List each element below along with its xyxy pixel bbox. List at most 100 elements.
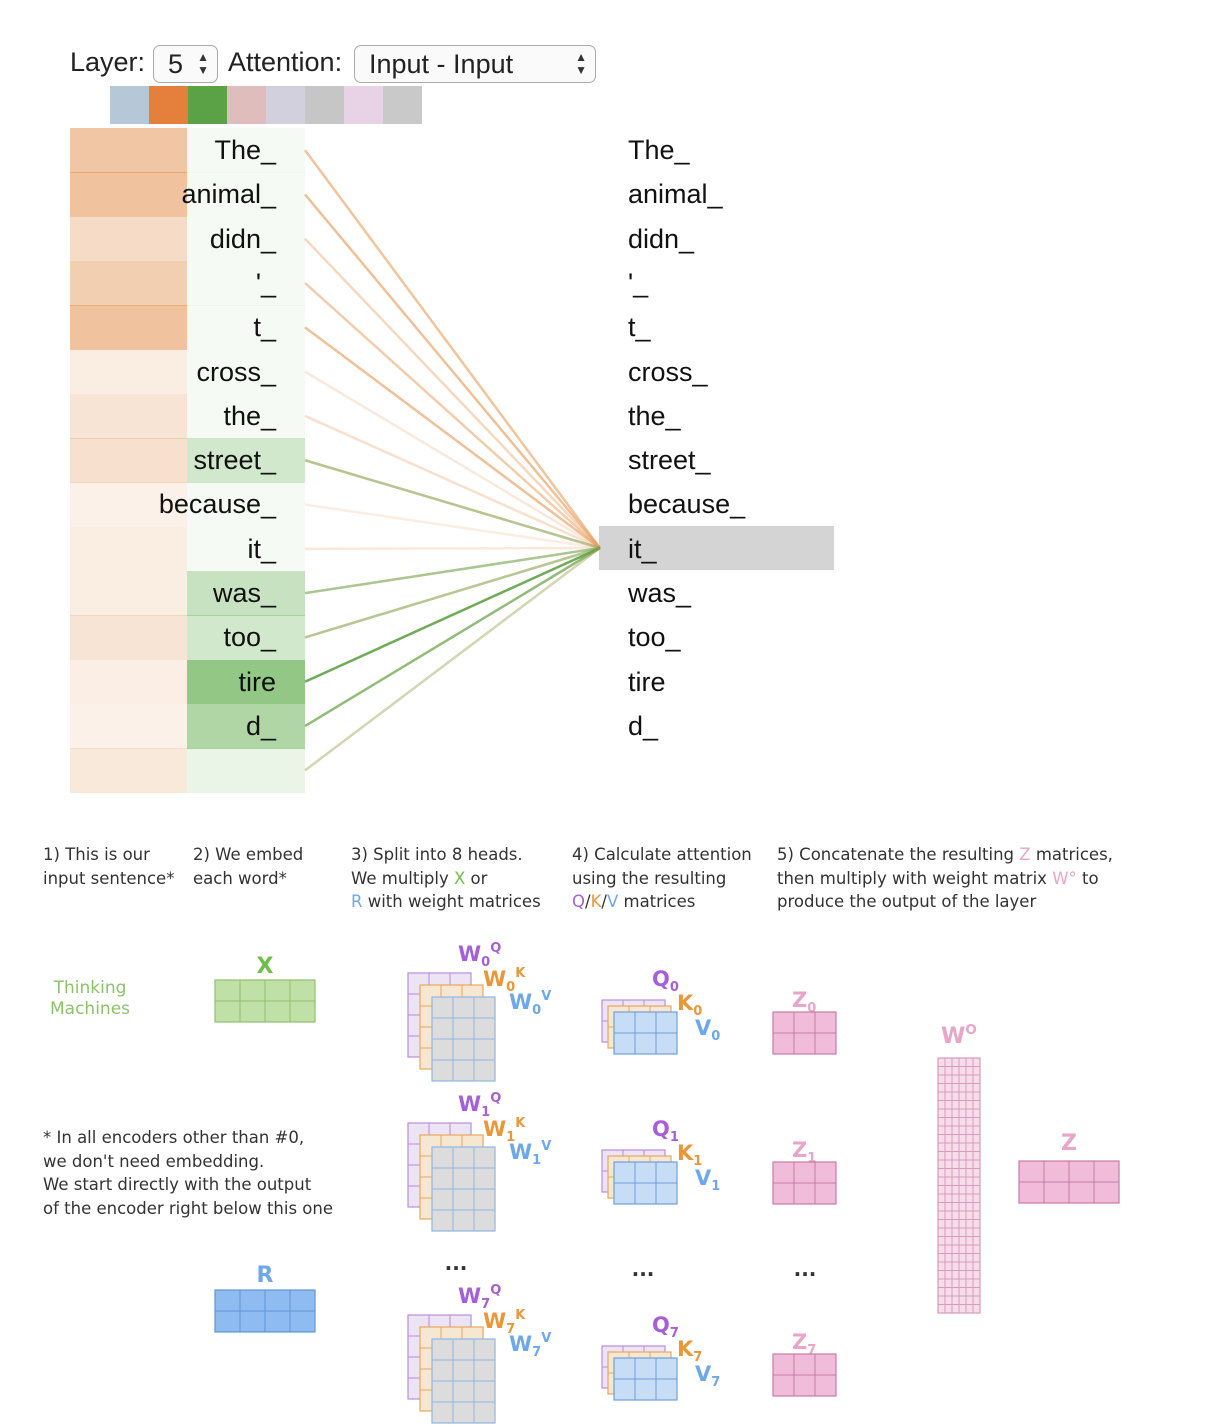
left-token[interactable]: it_ xyxy=(247,533,276,564)
left-token[interactable]: street_ xyxy=(193,445,276,476)
green-attention-bar xyxy=(187,305,305,350)
left-token[interactable]: t_ xyxy=(253,312,276,343)
left-token[interactable]: too_ xyxy=(223,622,276,653)
head-swatch-7[interactable] xyxy=(383,86,422,124)
head-swatch-6[interactable] xyxy=(344,86,383,124)
r-matrix-label: R xyxy=(257,1263,274,1288)
ellipsis: ... xyxy=(794,1257,817,1281)
wk-label-7: W7K xyxy=(483,1308,526,1337)
wv-matrix-1 xyxy=(431,1146,496,1232)
input-sentence: Thinking Machines xyxy=(50,978,131,1019)
z-matrix-7 xyxy=(772,1353,837,1397)
right-token[interactable]: '_ xyxy=(628,267,649,298)
select-arrows-icon: ▲ ▼ xyxy=(197,50,209,77)
attention-line-orange xyxy=(304,282,601,549)
left-token[interactable]: d_ xyxy=(245,710,276,741)
green-attention-bar xyxy=(187,128,305,173)
left-token[interactable]: animal_ xyxy=(181,179,276,210)
orange-attention-bar xyxy=(70,438,187,483)
select-arrows-icon: ▲ ▼ xyxy=(575,50,587,77)
orange-attention-bar xyxy=(70,615,187,661)
attention-select-value: Input - Input xyxy=(369,49,514,79)
k-label-1: K1 xyxy=(677,1141,702,1169)
ellipsis: ... xyxy=(445,1251,468,1275)
right-token[interactable]: tire xyxy=(628,666,666,697)
attention-line-green xyxy=(304,459,601,550)
z-output-matrix xyxy=(1018,1160,1120,1204)
left-token[interactable]: The_ xyxy=(214,135,276,165)
layer-select[interactable]: 5 ▲ ▼ xyxy=(153,45,218,83)
wo-matrix xyxy=(937,1057,981,1314)
wv-matrix-7 xyxy=(431,1338,496,1424)
k-label-0: K0 xyxy=(677,991,702,1019)
green-attention-bar xyxy=(187,349,305,395)
wv-label-7: W7V xyxy=(509,1331,552,1360)
right-token[interactable]: animal_ xyxy=(628,179,723,210)
head-swatch-3[interactable] xyxy=(227,86,266,124)
wq-label-0: W0Q xyxy=(458,941,501,970)
green-attention-bar xyxy=(187,703,305,749)
step-4-caption: 4) Calculate attention using the resultin… xyxy=(572,845,752,911)
orange-attention-bar xyxy=(70,703,187,749)
right-token[interactable]: d_ xyxy=(628,710,659,741)
step-5-caption: 5) Concatenate the resulting Z matrices,… xyxy=(777,845,1113,911)
head-swatch-0[interactable] xyxy=(110,86,149,124)
q-label-7: Q7 xyxy=(652,1313,679,1341)
wo-label: WO xyxy=(941,1022,977,1049)
right-token[interactable]: didn_ xyxy=(628,223,695,254)
z-matrix-0 xyxy=(772,1011,837,1055)
green-attention-bar xyxy=(187,216,305,262)
right-token[interactable]: The_ xyxy=(628,135,690,165)
left-token[interactable]: tire xyxy=(238,666,276,697)
left-token[interactable]: was_ xyxy=(212,578,276,608)
attention-select[interactable]: Input - Input ▲ ▼ xyxy=(354,45,596,83)
green-attention-bar xyxy=(187,260,305,306)
v-matrix-0 xyxy=(613,1011,678,1055)
v-matrix-7 xyxy=(613,1357,678,1401)
orange-attention-bar xyxy=(70,172,187,218)
z-label-0: Z0 xyxy=(792,988,816,1016)
attention-line-orange xyxy=(304,546,601,595)
green-attention-bar xyxy=(187,482,305,528)
attention-line-green xyxy=(304,546,601,683)
head-swatch-1[interactable] xyxy=(149,86,188,124)
attention-line-orange xyxy=(303,149,602,549)
left-token[interactable]: because_ xyxy=(158,489,276,520)
attention-line-orange xyxy=(304,414,601,550)
right-token-selected[interactable]: it_ xyxy=(628,533,657,564)
k-label-7: K7 xyxy=(677,1337,702,1365)
right-token[interactable]: was_ xyxy=(628,578,692,608)
green-attention-bar xyxy=(187,172,305,218)
green-attention-bar xyxy=(187,748,305,793)
left-token[interactable]: cross_ xyxy=(196,356,276,387)
head-swatch-4[interactable] xyxy=(266,86,305,124)
right-token[interactable]: the_ xyxy=(628,400,681,431)
wq-label-1: W1Q xyxy=(458,1091,501,1120)
right-token[interactable]: because_ xyxy=(628,489,746,520)
left-token[interactable]: '_ xyxy=(255,267,276,298)
orange-attention-bar xyxy=(70,482,187,528)
orange-attention-bar xyxy=(70,571,187,616)
attention-line-orange xyxy=(304,503,601,550)
attention-label: Attention: xyxy=(228,47,343,77)
right-token[interactable]: street_ xyxy=(628,445,711,476)
orange-attention-bar xyxy=(70,349,187,395)
green-attention-bar xyxy=(187,659,305,705)
step-2-caption: 2) We embed each word* xyxy=(193,845,304,888)
attention-line-green xyxy=(304,547,601,772)
left-token[interactable]: didn_ xyxy=(209,223,276,254)
head-swatch-2[interactable] xyxy=(188,86,227,124)
right-token[interactable]: cross_ xyxy=(628,356,708,387)
head-swatch-5[interactable] xyxy=(305,86,344,124)
orange-attention-bar xyxy=(70,659,187,705)
right-token[interactable]: too_ xyxy=(628,622,681,653)
v-matrix-1 xyxy=(613,1161,678,1205)
right-token[interactable]: t_ xyxy=(628,312,651,343)
layer-label: Layer: xyxy=(70,47,146,77)
left-token[interactable]: the_ xyxy=(223,400,276,431)
wv-label-1: W1V xyxy=(509,1139,552,1168)
orange-attention-bar xyxy=(70,260,187,306)
attention-line-orange xyxy=(304,326,601,550)
layer-select-value: 5 xyxy=(168,49,184,79)
